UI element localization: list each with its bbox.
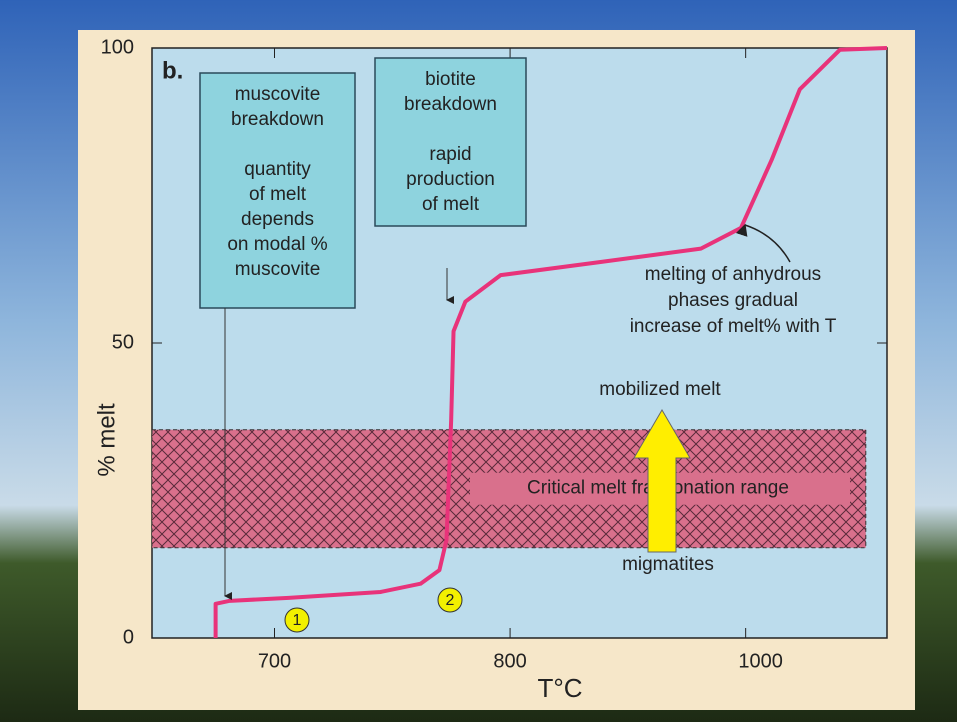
info-box-text: production (406, 169, 495, 190)
info-box-text: biotite (425, 69, 476, 90)
x-tick-label: 800 (493, 650, 526, 672)
x-tick-label: 700 (258, 650, 291, 672)
info-box-text: muscovite (235, 259, 321, 280)
annotation: melting of anhydrous (645, 264, 821, 285)
page: b. T°C % melt Critical melt fractionatio… (0, 0, 957, 722)
info-box-text: of melt (422, 194, 480, 215)
y-tick-label: 50 (112, 331, 134, 353)
info-box-text: muscovite (235, 84, 321, 105)
y-tick-label: 0 (123, 626, 134, 648)
annotation: migmatites (622, 554, 714, 575)
x-axis-label: T°C (537, 673, 582, 703)
info-box-text: of melt (249, 184, 307, 205)
annotation: mobilized melt (599, 379, 721, 400)
info-box-text: breakdown (404, 94, 497, 115)
slide: b. T°C % melt Critical melt fractionatio… (0, 0, 957, 722)
y-tick-label: 100 (101, 36, 134, 58)
info-box-text: on modal % (227, 234, 327, 255)
info-box-text: depends (241, 209, 314, 230)
x-tick-label: 1000 (738, 650, 783, 672)
panel-label: b. (162, 57, 183, 84)
annotation: phases gradual (668, 290, 798, 311)
annotation: increase of melt% with T (630, 316, 837, 337)
step-marker-label: 1 (293, 612, 302, 629)
y-axis-label: % melt (93, 403, 120, 477)
info-box-text: breakdown (231, 109, 324, 130)
info-box-text: rapid (429, 144, 471, 165)
step-marker-label: 2 (446, 592, 455, 609)
info-box-text: quantity (244, 159, 311, 180)
